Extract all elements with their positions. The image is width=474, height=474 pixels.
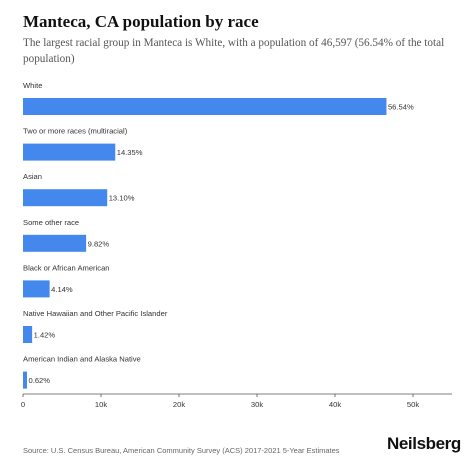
x-tick-label: 10k bbox=[95, 400, 107, 409]
category-label: White bbox=[23, 81, 42, 90]
category-label: American Indian and Alaska Native bbox=[23, 355, 141, 364]
bar bbox=[23, 189, 108, 207]
category-label: Some other race bbox=[23, 218, 79, 227]
bar bbox=[23, 371, 27, 389]
data-label: 0.62% bbox=[28, 376, 50, 385]
chart-subtitle: The largest racial group in Manteca is W… bbox=[23, 37, 445, 65]
data-label: 9.82% bbox=[88, 239, 110, 248]
source-note: Source: U.S. Census Bureau, American Com… bbox=[23, 446, 340, 455]
data-label: 1.42% bbox=[34, 331, 56, 340]
data-label: 56.54% bbox=[388, 103, 414, 112]
data-label: 13.10% bbox=[109, 194, 135, 203]
data-label: 4.14% bbox=[51, 285, 73, 294]
bar bbox=[23, 326, 33, 343]
category-label: Black or African American bbox=[23, 263, 110, 272]
bar bbox=[23, 98, 387, 115]
bar bbox=[23, 234, 87, 252]
x-tick-label: 20k bbox=[173, 400, 185, 409]
category-label: Two or more races (multiracial) bbox=[23, 127, 128, 136]
category-label: Native Hawaiian and Other Pacific Island… bbox=[23, 309, 168, 318]
chart-title: Manteca, CA population by race bbox=[23, 12, 259, 31]
x-tick-label: 30k bbox=[251, 400, 263, 409]
category-label: Asian bbox=[23, 172, 42, 181]
x-tick-label: 50k bbox=[407, 400, 419, 409]
brand-logo: Neilsberg bbox=[387, 434, 461, 453]
bar bbox=[23, 280, 50, 298]
data-label: 14.35% bbox=[117, 148, 143, 157]
x-tick-label: 40k bbox=[329, 400, 341, 409]
bar bbox=[23, 143, 116, 161]
x-tick-label: 0 bbox=[21, 400, 25, 409]
